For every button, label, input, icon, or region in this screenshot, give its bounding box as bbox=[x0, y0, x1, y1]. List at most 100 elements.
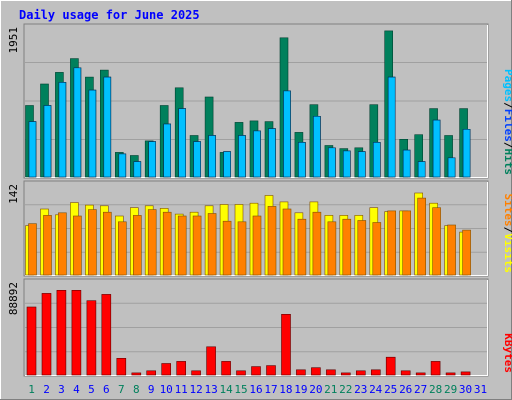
bar-pages bbox=[43, 105, 52, 178]
legend-kbytes: KBytes bbox=[502, 333, 512, 373]
bar-sites bbox=[252, 215, 262, 276]
bar-pages bbox=[342, 150, 351, 178]
bar-pages bbox=[298, 142, 306, 178]
bar-kbytes bbox=[206, 346, 216, 376]
x-tick-label: 25 bbox=[384, 383, 397, 396]
bar-sites bbox=[462, 229, 471, 276]
bar-sites bbox=[372, 222, 382, 276]
panel-visits: 142 Sites/Visits bbox=[7, 180, 512, 277]
x-tick-label: 14 bbox=[219, 383, 233, 396]
legend-item: Sites bbox=[502, 194, 512, 227]
x-tick-label: 16 bbox=[249, 383, 262, 396]
bar-kbytes bbox=[86, 300, 97, 376]
bar-sites bbox=[133, 215, 142, 276]
legend-item: / bbox=[502, 142, 512, 149]
bar-kbytes bbox=[41, 293, 52, 376]
bar-kbytes bbox=[296, 369, 306, 376]
bar-pages bbox=[58, 82, 67, 178]
bar-sites bbox=[88, 209, 97, 276]
bar-kbytes bbox=[161, 363, 171, 376]
x-tick-label: 19 bbox=[294, 383, 307, 396]
bar-pages bbox=[73, 67, 82, 178]
x-tick-label: 20 bbox=[309, 383, 322, 396]
bar-sites bbox=[312, 211, 322, 276]
bar-sites bbox=[147, 209, 157, 276]
bar-kbytes bbox=[101, 294, 112, 376]
bar-sites bbox=[342, 218, 352, 276]
legend-item: Files bbox=[502, 109, 512, 142]
legend-item: Visits bbox=[502, 233, 512, 273]
x-tick-label: 5 bbox=[88, 383, 95, 396]
x-tick-label: 13 bbox=[204, 383, 217, 396]
x-tick-label: 22 bbox=[339, 383, 352, 396]
bar-pages bbox=[328, 147, 336, 178]
bar-kbytes bbox=[385, 356, 396, 376]
bar-pages bbox=[387, 76, 396, 178]
bar-pages bbox=[253, 130, 261, 178]
bar-kbytes bbox=[281, 313, 291, 376]
bar-pages bbox=[103, 76, 112, 178]
legend-item: Hits bbox=[502, 149, 512, 176]
bar-sites bbox=[207, 213, 217, 276]
bar-sites bbox=[237, 221, 247, 276]
x-tick-label: 7 bbox=[118, 383, 125, 396]
bar-sites bbox=[282, 208, 292, 276]
bar-sites bbox=[432, 207, 441, 276]
bar-pages bbox=[193, 141, 201, 178]
bar-pages bbox=[268, 128, 276, 178]
x-tick-label: 18 bbox=[279, 383, 292, 396]
x-tick-label: 11 bbox=[175, 383, 188, 396]
x-tick-label: 2 bbox=[43, 383, 50, 396]
x-tick-label: 1 bbox=[28, 383, 35, 396]
bar-kbytes bbox=[355, 370, 366, 376]
bar-sites bbox=[58, 212, 67, 276]
y-max-label-visits: 142 bbox=[7, 184, 20, 204]
bar-kbytes bbox=[415, 372, 426, 376]
bar-kbytes bbox=[131, 372, 142, 376]
bar-pages bbox=[178, 108, 186, 178]
x-tick-label: 6 bbox=[103, 383, 110, 396]
bar-pages bbox=[417, 161, 426, 178]
bar-pages bbox=[133, 161, 142, 178]
bar-pages bbox=[402, 149, 411, 178]
bar-kbytes bbox=[116, 357, 127, 376]
y-max-label-kbytes: 88892 bbox=[7, 282, 20, 315]
bar-kbytes bbox=[340, 372, 351, 376]
x-tick-label: 26 bbox=[399, 383, 412, 396]
bar-sites bbox=[402, 210, 412, 276]
x-tick-label: 8 bbox=[133, 383, 140, 396]
bar-sites bbox=[177, 215, 187, 276]
bar-pages bbox=[372, 142, 381, 178]
x-tick-label: 29 bbox=[444, 383, 457, 396]
panel-kbytes: 88892 KBytes bbox=[7, 278, 512, 377]
bar-sites bbox=[43, 215, 52, 276]
bar-kbytes bbox=[445, 372, 456, 376]
legend-item: / bbox=[502, 102, 512, 109]
bar-kbytes bbox=[191, 370, 201, 376]
bar-kbytes bbox=[26, 306, 37, 376]
x-tick-label: 23 bbox=[354, 383, 367, 396]
bar-kbytes bbox=[400, 370, 411, 376]
bar-kbytes bbox=[430, 361, 441, 376]
bar-kbytes bbox=[146, 370, 156, 376]
x-tick-label: 3 bbox=[58, 383, 65, 396]
legend-hits: Pages/Files/Hits bbox=[502, 69, 512, 175]
bar-kbytes bbox=[176, 361, 186, 376]
bar-sites bbox=[417, 197, 427, 276]
x-tick-label: 24 bbox=[369, 383, 383, 396]
legend-visits: Sites/Visits bbox=[502, 194, 512, 274]
bar-pages bbox=[118, 153, 127, 178]
x-axis-labels: 1 2 3 4 5 6 7 8 9 10 11 12 13 14 15 16 17 18 19 20 21 22 23 24 2… bbox=[28, 383, 487, 396]
x-tick-label: 28 bbox=[429, 383, 442, 396]
bar-sites bbox=[387, 210, 397, 276]
bar-sites bbox=[297, 218, 307, 276]
x-tick-label: 27 bbox=[414, 383, 427, 396]
bar-pages bbox=[447, 157, 456, 178]
bar-sites bbox=[222, 220, 232, 276]
legend-item: / bbox=[502, 227, 512, 234]
x-tick-label: 17 bbox=[264, 383, 277, 396]
bar-sites bbox=[357, 220, 367, 276]
